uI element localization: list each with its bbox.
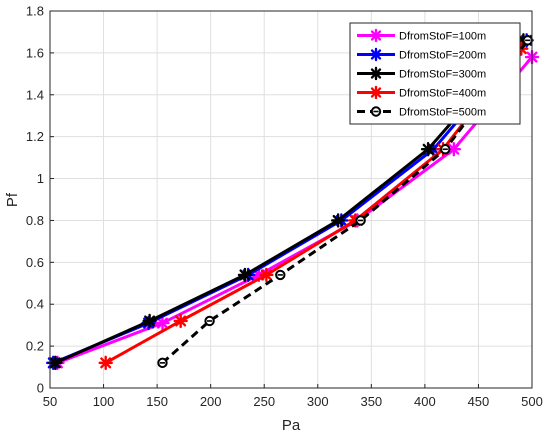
legend-label: DfromStoF=400m — [399, 88, 486, 100]
marker-stroke — [370, 49, 382, 60]
legend-item: DfromStoF=100m — [357, 28, 486, 43]
marker-stroke — [370, 68, 382, 79]
series-layer — [46, 33, 540, 371]
x-tick-labels: 50 100 150 200 250 300 350 400 450 500 — [43, 394, 543, 409]
plot-border — [49, 10, 533, 389]
data-point — [369, 66, 383, 81]
x-tick-label: 50 — [43, 394, 57, 409]
data-point — [440, 144, 451, 155]
data-point — [522, 35, 533, 46]
x-tick-label: 450 — [468, 394, 490, 409]
x-tick-label: 500 — [521, 394, 543, 409]
x-tick-label: 150 — [146, 394, 168, 409]
y-tick-label: 0.4 — [26, 297, 44, 312]
series-line — [54, 39, 525, 365]
marker-stroke — [239, 269, 251, 281]
legend-item: DfromStoF=500m — [357, 106, 486, 119]
y-tick-label: 1.2 — [26, 129, 44, 144]
y-axis-title: Pf — [4, 192, 21, 207]
data-point — [155, 315, 170, 331]
y-tick-label: 1 — [37, 171, 44, 186]
y-tick-label: 1.4 — [26, 87, 44, 102]
x-axis-title: Pa — [282, 417, 301, 434]
marker-stroke — [332, 214, 344, 226]
legend-label: DfromStoF=100m — [399, 31, 486, 43]
y-tick-label: 0.6 — [26, 255, 44, 270]
marker-stroke — [100, 357, 112, 369]
legend-item: DfromStoF=400m — [357, 85, 486, 100]
data-point — [173, 313, 188, 329]
data-point — [420, 142, 436, 157]
x-tick-label: 400 — [414, 394, 436, 409]
legend-label: DfromStoF=500m — [399, 107, 486, 119]
series — [157, 35, 533, 369]
series — [48, 33, 531, 371]
x-tick-label: 300 — [307, 394, 329, 409]
marker-stroke — [175, 315, 187, 327]
data-point — [369, 28, 383, 43]
marker-stroke — [370, 30, 382, 41]
x-tick-label: 100 — [93, 394, 115, 409]
series-line — [104, 47, 523, 365]
marker-stroke — [49, 357, 61, 369]
y-tick-label: 1.8 — [26, 4, 44, 19]
legend-item: DfromStoF=300m — [357, 66, 486, 81]
data-point — [98, 355, 113, 371]
legend-label: DfromStoF=200m — [399, 50, 486, 62]
marker-stroke — [253, 269, 265, 281]
marker-stroke — [260, 269, 272, 281]
data-point — [275, 269, 286, 281]
x-tick-label: 200 — [200, 394, 222, 409]
x-tick-label: 350 — [360, 394, 382, 409]
series-line — [161, 39, 529, 364]
data-point — [370, 106, 382, 117]
y-tick-labels: 0 0.2 0.4 0.6 0.8 1 1.2 1.4 1.6 1.8 — [26, 4, 44, 396]
data-point — [369, 47, 383, 62]
y-tick-label: 1.6 — [26, 45, 44, 60]
y-tick-label: 0.2 — [26, 339, 44, 354]
marker-stroke — [156, 317, 168, 329]
y-tick-label: 0 — [37, 381, 44, 396]
data-point — [142, 313, 157, 329]
marker-stroke — [448, 143, 460, 155]
data-point — [355, 215, 366, 226]
data-point — [48, 355, 63, 371]
data-point — [204, 315, 215, 327]
data-point — [369, 85, 383, 100]
data-point — [157, 357, 168, 369]
data-point — [237, 267, 253, 283]
marker-stroke — [422, 143, 434, 155]
legend: DfromStoF=100m DfromStoF=200m DfromStoF=30… — [349, 22, 521, 125]
x-tick-label: 250 — [253, 394, 275, 409]
marker-stroke — [370, 87, 382, 98]
y-tick-label: 0.8 — [26, 213, 44, 228]
marker-stroke — [144, 315, 156, 327]
data-point — [330, 213, 346, 228]
legend-label: DfromStoF=300m — [399, 69, 486, 81]
legend-item: DfromStoF=200m — [357, 47, 486, 62]
data-point — [259, 267, 274, 283]
